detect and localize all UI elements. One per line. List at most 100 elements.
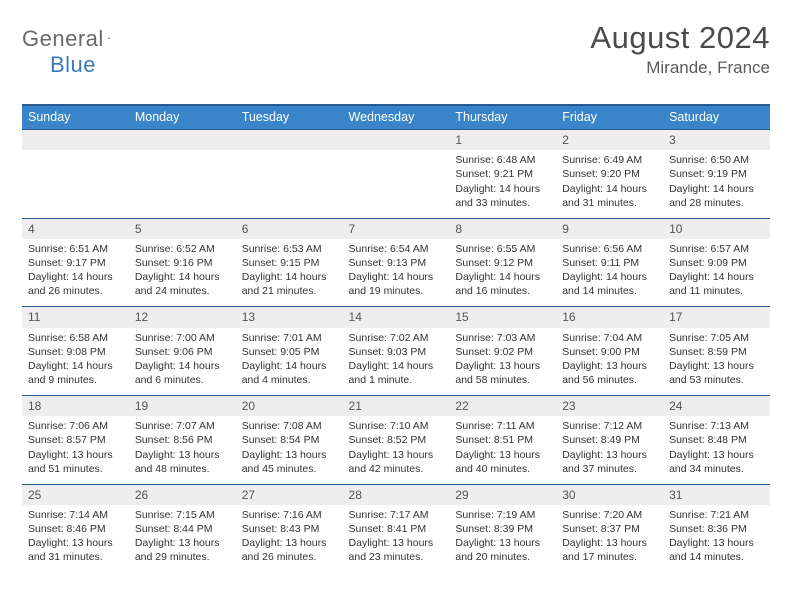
daylight-line: and 48 minutes.: [135, 462, 230, 476]
daylight-line: and 23 minutes.: [349, 550, 444, 564]
day-body-row: Sunrise: 6:51 AMSunset: 9:17 PMDaylight:…: [22, 239, 770, 307]
sunset-line: Sunset: 8:57 PM: [28, 433, 123, 447]
day-number-cell: 15: [449, 307, 556, 328]
daylight-line: Daylight: 14 hours: [135, 270, 230, 284]
daylight-line: and 19 minutes.: [349, 284, 444, 298]
day-number-cell: 19: [129, 396, 236, 417]
daylight-line: and 4 minutes.: [242, 373, 337, 387]
daylight-line: Daylight: 13 hours: [242, 448, 337, 462]
weekday-header: Friday: [556, 105, 663, 130]
day-number-cell: 12: [129, 307, 236, 328]
day-body-row: Sunrise: 7:06 AMSunset: 8:57 PM Daylight:…: [22, 416, 770, 484]
daylight-line: and 9 minutes.: [28, 373, 123, 387]
sunset-line: Sunset: 9:09 PM: [669, 256, 764, 270]
daylight-line: Daylight: 14 hours: [135, 359, 230, 373]
day-number-cell: 21: [343, 396, 450, 417]
sunrise-line: Sunrise: 7:14 AM: [28, 508, 123, 522]
daylight-line: Daylight: 13 hours: [455, 448, 550, 462]
daylight-line: and 6 minutes.: [135, 373, 230, 387]
sunset-line: Sunset: 8:39 PM: [455, 522, 550, 536]
day-cell-content: Sunrise: 7:04 AMSunset: 9:00 PMDaylight:…: [562, 331, 657, 388]
daynum-row: 123: [22, 130, 770, 151]
day-cell: Sunrise: 7:04 AMSunset: 9:00 PMDaylight:…: [556, 328, 663, 396]
daylight-line: and 29 minutes.: [135, 550, 230, 564]
day-cell: Sunrise: 7:07 AMSunset: 8:56 PMDaylight:…: [129, 416, 236, 484]
daylight-line: Daylight: 14 hours: [349, 359, 444, 373]
day-cell-content: Sunrise: 7:11 AMSunset: 8:51 PMDaylight:…: [455, 419, 550, 476]
daylight-line: Daylight: 13 hours: [349, 536, 444, 550]
sunset-line: Sunset: 8:48 PM: [669, 433, 764, 447]
day-cell: [129, 150, 236, 218]
day-cell: Sunrise: 7:20 AMSunset: 8:37 PMDaylight:…: [556, 505, 663, 573]
sunrise-line: Sunrise: 7:06 AM: [28, 419, 123, 433]
sunset-line: Sunset: 8:52 PM: [349, 433, 444, 447]
day-cell: Sunrise: 6:53 AMSunset: 9:15 PMDaylight:…: [236, 239, 343, 307]
day-cell: Sunrise: 6:55 AMSunset: 9:12 PMDaylight:…: [449, 239, 556, 307]
day-number-cell: 24: [663, 396, 770, 417]
daylight-line: and 28 minutes.: [669, 196, 764, 210]
daynum-row: 11121314151617: [22, 307, 770, 328]
day-number-cell: 30: [556, 484, 663, 505]
day-cell-content: Sunrise: 6:54 AMSunset: 9:13 PMDaylight:…: [349, 242, 444, 299]
sunrise-line: Sunrise: 7:05 AM: [669, 331, 764, 345]
daylight-line: Daylight: 13 hours: [28, 536, 123, 550]
day-cell: Sunrise: 7:05 AMSunset: 8:59 PMDaylight:…: [663, 328, 770, 396]
daylight-line: and 24 minutes.: [135, 284, 230, 298]
daylight-line: and 21 minutes.: [242, 284, 337, 298]
day-number-cell: 16: [556, 307, 663, 328]
sunrise-line: Sunrise: 6:58 AM: [28, 331, 123, 345]
sunrise-line: Sunrise: 7:20 AM: [562, 508, 657, 522]
daylight-line: Daylight: 13 hours: [562, 359, 657, 373]
day-number-cell: 25: [22, 484, 129, 505]
daylight-line: and 37 minutes.: [562, 462, 657, 476]
daylight-line: and 42 minutes.: [349, 462, 444, 476]
day-body-row: Sunrise: 6:58 AMSunset: 9:08 PMDaylight:…: [22, 328, 770, 396]
weekday-header: Tuesday: [236, 105, 343, 130]
day-cell-content: Sunrise: 7:13 AMSunset: 8:48 PMDaylight:…: [669, 419, 764, 476]
day-cell: Sunrise: 6:58 AMSunset: 9:08 PMDaylight:…: [22, 328, 129, 396]
sunrise-line: Sunrise: 7:10 AM: [349, 419, 444, 433]
daynum-row: 18192021222324: [22, 396, 770, 417]
daylight-line: and 17 minutes.: [562, 550, 657, 564]
day-number-cell: 22: [449, 396, 556, 417]
calendar-body: 123Sunrise: 6:48 AMSunset: 9:21 PMDaylig…: [22, 130, 770, 573]
day-body-row: Sunrise: 6:48 AMSunset: 9:21 PMDaylight:…: [22, 150, 770, 218]
day-cell-content: Sunrise: 6:52 AMSunset: 9:16 PMDaylight:…: [135, 242, 230, 299]
daylight-line: Daylight: 14 hours: [28, 270, 123, 284]
daylight-line: Daylight: 14 hours: [28, 359, 123, 373]
sunset-line: Sunset: 9:05 PM: [242, 345, 337, 359]
day-cell: Sunrise: 7:03 AMSunset: 9:02 PMDaylight:…: [449, 328, 556, 396]
sunset-line: Sunset: 9:20 PM: [562, 167, 657, 181]
day-cell: Sunrise: 7:06 AMSunset: 8:57 PMDaylight:…: [22, 416, 129, 484]
day-number-cell: [343, 130, 450, 151]
day-cell: Sunrise: 6:50 AMSunset: 9:19 PMDaylight:…: [663, 150, 770, 218]
sunrise-line: Sunrise: 7:12 AM: [562, 419, 657, 433]
day-cell: Sunrise: 6:54 AMSunset: 9:13 PMDaylight:…: [343, 239, 450, 307]
daylight-line: and 34 minutes.: [669, 462, 764, 476]
daylight-line: Daylight: 13 hours: [349, 448, 444, 462]
day-cell: Sunrise: 7:12 AMSunset: 8:49 PMDaylight:…: [556, 416, 663, 484]
day-cell-content: Sunrise: 7:17 AMSunset: 8:41 PMDaylight:…: [349, 508, 444, 565]
day-cell: Sunrise: 7:19 AMSunset: 8:39 PMDaylight:…: [449, 505, 556, 573]
daylight-line: Daylight: 13 hours: [562, 536, 657, 550]
day-number-cell: 27: [236, 484, 343, 505]
sunset-line: Sunset: 9:15 PM: [242, 256, 337, 270]
daynum-row: 45678910: [22, 218, 770, 239]
day-cell: Sunrise: 7:11 AMSunset: 8:51 PMDaylight:…: [449, 416, 556, 484]
sunrise-line: Sunrise: 7:13 AM: [669, 419, 764, 433]
day-cell: Sunrise: 7:21 AMSunset: 8:36 PMDaylight:…: [663, 505, 770, 573]
daylight-line: and 40 minutes.: [455, 462, 550, 476]
day-cell: Sunrise: 7:10 AMSunset: 8:52 PMDaylight:…: [343, 416, 450, 484]
day-cell: [343, 150, 450, 218]
daylight-line: Daylight: 13 hours: [135, 448, 230, 462]
daylight-line: Daylight: 13 hours: [242, 536, 337, 550]
day-number-cell: 20: [236, 396, 343, 417]
sunrise-line: Sunrise: 6:55 AM: [455, 242, 550, 256]
day-number-cell: 31: [663, 484, 770, 505]
day-cell-content: Sunrise: 6:57 AMSunset: 9:09 PMDaylight:…: [669, 242, 764, 299]
day-cell-content: Sunrise: 7:00 AMSunset: 9:06 PMDaylight:…: [135, 331, 230, 388]
calendar-table: Sunday Monday Tuesday Wednesday Thursday…: [22, 104, 770, 573]
sunset-line: Sunset: 9:06 PM: [135, 345, 230, 359]
daylight-line: and 16 minutes.: [455, 284, 550, 298]
day-cell-content: Sunrise: 7:02 AMSunset: 9:03 PMDaylight:…: [349, 331, 444, 388]
